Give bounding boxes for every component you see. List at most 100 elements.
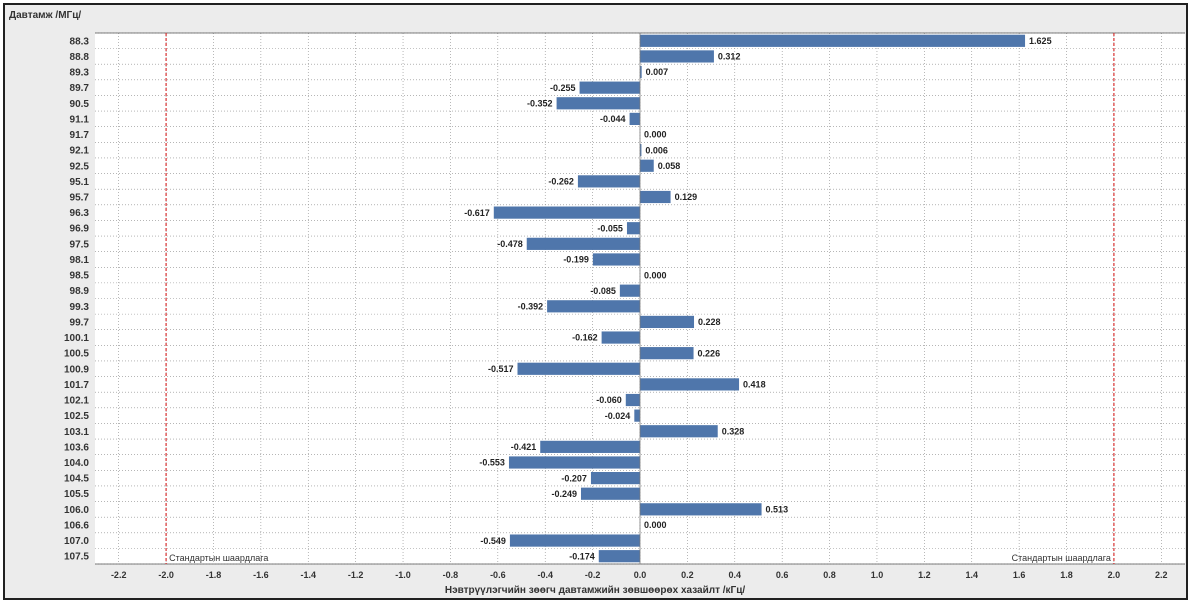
- x-tick-label: 0.6: [776, 570, 789, 580]
- reference-line-label: Стандартын шаардлага: [169, 553, 268, 563]
- x-tick-label: 0.0: [634, 570, 647, 580]
- category-label: 91.7: [70, 130, 90, 141]
- bar: [540, 440, 640, 453]
- x-tick-label: 0.8: [823, 570, 836, 580]
- data-label: 0.006: [645, 145, 668, 155]
- category-label: 98.5: [70, 271, 90, 282]
- x-axis-title: Нэвтрүүлэгчийн зөөгч давтамжийн зөвшөөрө…: [445, 585, 746, 596]
- category-label: 102.5: [64, 411, 89, 422]
- data-label: -0.249: [551, 489, 577, 499]
- x-tick-label: 2.0: [1108, 570, 1121, 580]
- data-label: 0.129: [675, 192, 698, 202]
- data-label: 0.513: [766, 505, 789, 515]
- bar: [640, 425, 718, 438]
- data-label: -0.421: [511, 442, 537, 452]
- data-label: 0.418: [743, 380, 766, 390]
- category-label: 98.9: [70, 286, 90, 297]
- bar: [640, 65, 642, 79]
- data-label: -0.174: [569, 551, 595, 561]
- category-label: 88.8: [70, 52, 90, 63]
- category-label: 99.7: [70, 317, 90, 328]
- x-tick-label: 2.2: [1155, 570, 1168, 580]
- x-tick-label: 1.4: [965, 570, 978, 580]
- data-label: 0.000: [644, 130, 667, 140]
- category-label: 101.7: [64, 380, 89, 391]
- bar: [640, 144, 642, 157]
- x-tick-label: 1.0: [871, 570, 884, 580]
- bar: [634, 409, 640, 422]
- data-label: -0.262: [548, 177, 574, 187]
- data-label: -0.044: [600, 114, 626, 124]
- chart-frame: Стандартын шаардлага Стандартын шаардлага…: [3, 3, 1188, 600]
- data-label: 0.007: [646, 67, 669, 77]
- bar: [590, 472, 640, 485]
- category-label: 88.3: [70, 36, 90, 47]
- x-tick-label: -0.6: [490, 570, 506, 580]
- data-label: 0.228: [698, 317, 721, 327]
- bar: [640, 50, 714, 63]
- bar: [640, 378, 740, 391]
- bar-chart: Стандартын шаардлага Стандартын шаардлага…: [9, 10, 1185, 596]
- bar: [579, 81, 640, 94]
- category-label: 102.1: [64, 396, 89, 407]
- data-label: -0.024: [605, 411, 631, 421]
- bar: [493, 206, 640, 219]
- bar: [580, 487, 640, 500]
- x-tick-label: -1.8: [206, 570, 222, 580]
- bar: [556, 97, 640, 110]
- category-label: 98.1: [70, 255, 90, 266]
- data-label: 0.000: [644, 520, 667, 530]
- category-label: 106.6: [64, 520, 89, 531]
- category-label: 92.1: [70, 146, 90, 157]
- category-label: 107.5: [64, 552, 89, 563]
- bar: [598, 550, 640, 563]
- category-label: 104.0: [64, 458, 89, 469]
- bar: [640, 347, 694, 360]
- category-label: 100.9: [64, 364, 89, 375]
- x-tick-label: -1.6: [253, 570, 269, 580]
- bar: [526, 237, 640, 250]
- bar: [577, 175, 640, 188]
- category-label: 96.9: [70, 224, 90, 235]
- x-tick-label: -2.2: [111, 570, 127, 580]
- data-label: 0.328: [722, 426, 745, 436]
- bar: [517, 362, 640, 375]
- bar: [640, 159, 654, 172]
- bar: [601, 331, 640, 344]
- x-tick-label: 1.2: [918, 570, 931, 580]
- category-label: 100.1: [64, 333, 89, 344]
- x-tick-label: -1.2: [348, 570, 364, 580]
- data-label: -0.085: [590, 286, 616, 296]
- data-label: -0.617: [464, 208, 490, 218]
- category-label: 89.7: [70, 83, 90, 94]
- data-label: -0.392: [518, 302, 544, 312]
- x-tick-label: -0.2: [585, 570, 601, 580]
- data-label: -0.162: [572, 333, 598, 343]
- data-label: 0.000: [644, 270, 667, 280]
- category-label: 103.1: [64, 427, 89, 438]
- category-label: 103.6: [64, 442, 89, 453]
- category-label: 105.5: [64, 489, 89, 500]
- x-tick-label: -1.0: [395, 570, 411, 580]
- x-tick-label: -2.0: [158, 570, 174, 580]
- data-label: -0.352: [527, 98, 553, 108]
- category-label: 100.5: [64, 349, 89, 360]
- bar: [619, 284, 640, 297]
- bar: [640, 190, 671, 204]
- y-axis-title: Давтамж /МГц/: [9, 10, 81, 21]
- category-label: 99.3: [70, 302, 90, 313]
- data-label: -0.255: [550, 83, 576, 93]
- data-label: -0.060: [596, 395, 622, 405]
- data-label: -0.199: [563, 255, 589, 265]
- bar: [640, 34, 1026, 47]
- data-label: -0.207: [561, 473, 587, 483]
- x-tick-label: 1.6: [1013, 570, 1026, 580]
- category-label: 96.3: [70, 208, 90, 219]
- x-tick-label: -0.8: [443, 570, 459, 580]
- data-label: 1.625: [1029, 36, 1052, 46]
- x-tick-label: 1.8: [1060, 570, 1073, 580]
- bar: [626, 222, 640, 235]
- x-tick-label: -0.4: [537, 570, 553, 580]
- data-label: -0.478: [497, 239, 523, 249]
- bar: [509, 534, 640, 547]
